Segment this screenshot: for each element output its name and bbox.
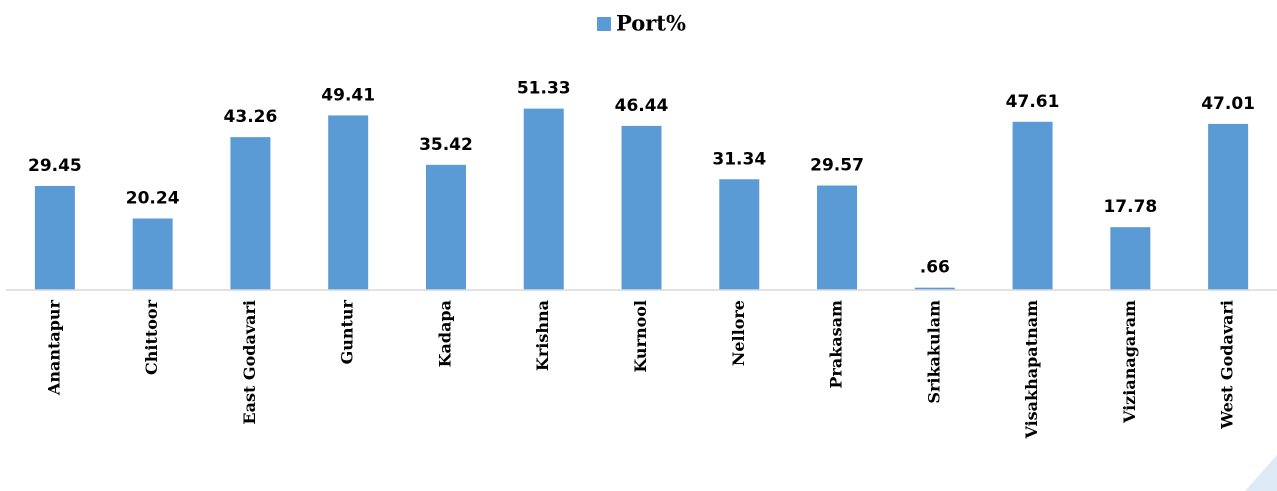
- bar: [621, 125, 662, 290]
- bar: [1012, 121, 1053, 290]
- x-tick-label: Kurnool: [631, 300, 650, 373]
- legend-swatch: [597, 17, 611, 31]
- data-label: 46.44: [615, 96, 669, 116]
- data-label: 29.57: [810, 156, 864, 176]
- x-tick-label: Srikakulam: [924, 300, 943, 404]
- data-label: .66: [920, 258, 950, 278]
- bar: [1208, 123, 1249, 290]
- data-label: 49.41: [321, 85, 375, 105]
- x-tick-label: Prakasam: [827, 300, 846, 389]
- data-label: 20.24: [126, 188, 180, 208]
- data-label: 17.78: [1103, 197, 1157, 217]
- x-tick-label: Anantapur: [44, 299, 63, 396]
- x-tick-label: Krishna: [533, 300, 552, 371]
- bar: [328, 115, 369, 290]
- x-tick-label: East Godavari: [240, 300, 259, 425]
- x-tick-label: West Godavari: [1218, 300, 1237, 430]
- data-label: 31.34: [712, 149, 766, 169]
- data-label: 47.61: [1006, 92, 1060, 112]
- bar: [523, 108, 564, 290]
- bar: [1110, 227, 1151, 290]
- x-tick-label: Chittoor: [142, 299, 161, 375]
- bar: [34, 185, 75, 290]
- bar: [719, 179, 760, 290]
- bar: [132, 218, 173, 290]
- x-tick-label: Vizianagaram: [1120, 300, 1139, 424]
- data-label: 29.45: [28, 156, 82, 176]
- data-label: 35.42: [419, 135, 473, 155]
- bar: [425, 164, 466, 290]
- bar: [914, 287, 955, 290]
- legend-label: Port%: [616, 11, 686, 36]
- data-label: 43.26: [224, 107, 278, 127]
- data-label: 51.33: [517, 79, 571, 99]
- x-tick-label: Kadapa: [435, 300, 454, 367]
- x-tick-label: Guntur: [338, 299, 357, 364]
- bar: [230, 137, 271, 290]
- x-tick-label: Nellore: [729, 300, 748, 366]
- data-label: 47.01: [1201, 94, 1255, 114]
- bar: [817, 185, 858, 290]
- corner-decoration: [1245, 455, 1277, 491]
- x-tick-label: Visakhapatnam: [1022, 300, 1041, 440]
